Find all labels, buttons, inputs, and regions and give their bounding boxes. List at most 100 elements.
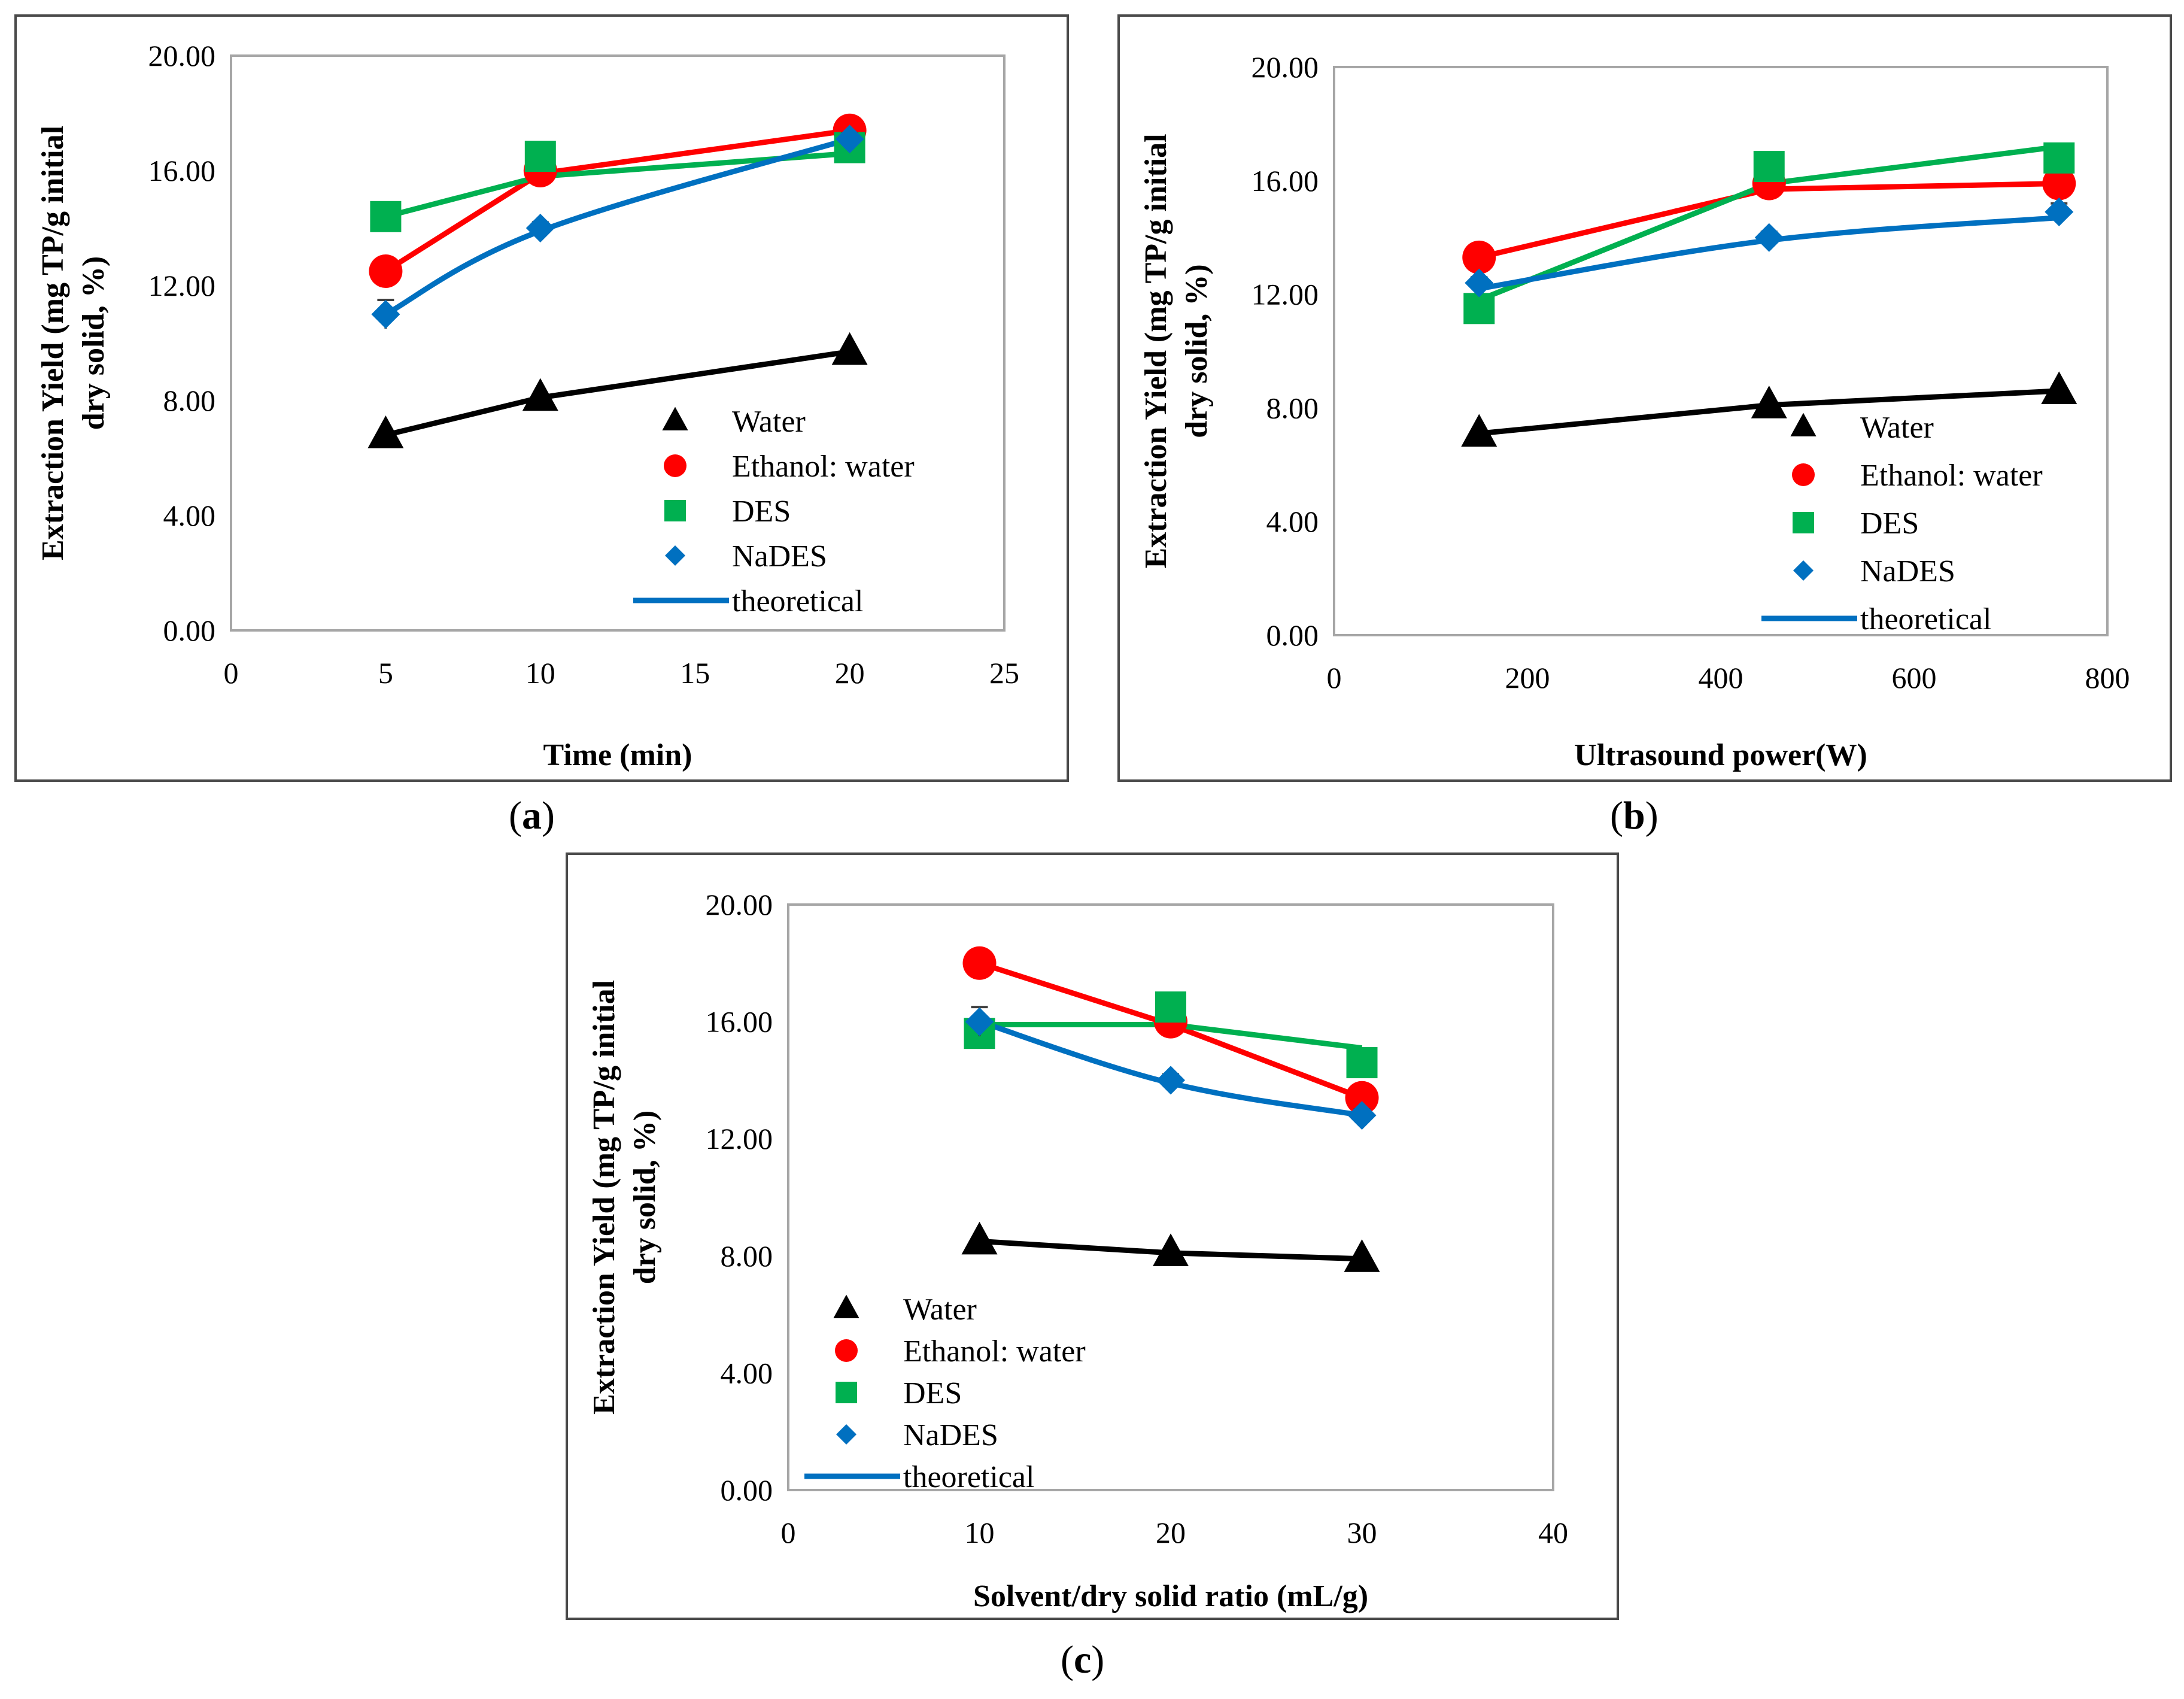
x-tick-label-c: 0 (781, 1516, 796, 1549)
data-point-des-c (1346, 1047, 1378, 1079)
x-tick-label-a: 20 (835, 656, 865, 690)
x-tick-label-a: 25 (989, 656, 1019, 690)
y-tick-label-b: 12.00 (1252, 278, 1319, 311)
legend-label-b: Ethanol: water (1860, 459, 2043, 493)
y-axis-title-line1-a: Extraction Yield (mg TP/g initial (36, 126, 70, 560)
legend-label-a: theoretical (732, 584, 863, 618)
y-axis-title-line2-a: dry solid, %) (77, 256, 111, 430)
legend-marker-nades-c (836, 1424, 856, 1445)
x-tick-label-a: 5 (378, 656, 393, 690)
legend-marker-ethanol-water-c (835, 1339, 858, 1362)
legend-marker-des-a (664, 500, 686, 521)
x-axis-title-b: Ultrasound power(W) (1574, 738, 1867, 772)
data-point-des-b (2043, 142, 2075, 174)
x-tick-label-b: 800 (2085, 661, 2130, 694)
legend-label-c: Water (903, 1293, 977, 1327)
y-axis-title-a: Extraction Yield (mg TP/g initial dry sol… (36, 126, 111, 560)
y-tick-label-a: 4.00 (163, 499, 216, 532)
y-tick-label-a: 8.00 (163, 384, 216, 417)
legend-marker-des-b (1793, 512, 1814, 533)
data-point-ethanol-water-b (2042, 166, 2076, 201)
legend-marker-ethanol-water-b (1792, 463, 1815, 486)
data-point-nades-c (965, 1007, 994, 1036)
y-tick-label-a: 20.00 (148, 39, 216, 72)
y-tick-label-c: 0.00 (721, 1473, 773, 1507)
y-tick-label-c: 4.00 (721, 1356, 773, 1389)
y-tick-label-c: 16.00 (706, 1005, 773, 1039)
y-tick-label-a: 0.00 (163, 614, 216, 647)
x-tick-label-c: 30 (1347, 1516, 1377, 1549)
x-axis-title-a: Time (min) (543, 738, 692, 772)
chart-panel-c: 0.00 4.00 8.00 12.00 16.00 20.00 0 10 20 30 40 Solv… (566, 852, 1619, 1620)
data-point-water-a (522, 378, 558, 411)
data-point-nades-b (2045, 197, 2074, 226)
legend-label-b: NaDES (1860, 554, 1955, 588)
caption-c: (c) (1061, 1638, 1105, 1682)
data-point-nades-a (526, 214, 555, 242)
data-point-water-c (1344, 1239, 1380, 1272)
data-point-des-a (524, 141, 556, 172)
y-tick-label-c: 12.00 (706, 1122, 773, 1155)
x-tick-label-a: 0 (224, 656, 239, 690)
y-tick-label-a: 16.00 (148, 154, 216, 187)
plot-area-b (1333, 66, 2109, 636)
y-tick-label-b: 8.00 (1266, 391, 1319, 424)
legend-label-c: NaDES (903, 1418, 998, 1452)
y-axis-title-c: Extraction Yield (mg TP/g initial dry sol… (587, 980, 662, 1415)
legend-label-b: DES (1860, 506, 1919, 541)
data-point-ethanol-water-b (1462, 240, 1496, 274)
data-point-water-a (367, 415, 404, 448)
x-tick-label-b: 400 (1699, 661, 1743, 694)
chart-panel-b: 0.00 4.00 8.00 12.00 16.00 20.00 0 200 400 600 800… (1117, 14, 2172, 782)
y-axis-title-line1-c: Extraction Yield (mg TP/g initial (587, 980, 621, 1415)
legend-label-c: DES (903, 1376, 962, 1410)
legend-marker-water-c (833, 1294, 859, 1318)
legend-marker-nades-b (1793, 560, 1814, 581)
data-point-water-b (2041, 371, 2077, 404)
data-point-nades-a (371, 300, 400, 329)
series-line-nades-a (384, 136, 850, 317)
caption-b: (b) (1610, 794, 1658, 838)
legend-label-a: NaDES (732, 539, 827, 574)
data-point-des-b (1753, 151, 1785, 183)
y-axis-title-line1-b: Extraction Yield (mg TP/g initial (1139, 134, 1173, 568)
data-point-ethanol-water-a (369, 254, 403, 288)
legend-label-a: Ethanol: water (732, 450, 915, 484)
chart-a-svg: 0.00 4.00 8.00 12.00 16.00 20.00 0 5 10 15 20 25 Tim… (36, 39, 1019, 772)
y-axis-title-line2-c: dry solid, %) (628, 1111, 662, 1284)
y-tick-label-b: 0.00 (1266, 618, 1319, 652)
data-point-des-a (370, 201, 402, 232)
data-point-ethanol-water-c (962, 946, 997, 980)
chart-panel-a: 0.00 4.00 8.00 12.00 16.00 20.00 0 5 10 15 20 25 Tim… (14, 14, 1069, 782)
data-point-des-b (1463, 293, 1495, 324)
legend-marker-water-a (662, 406, 688, 430)
data-point-nades-a (835, 125, 864, 154)
data-point-nades-b (1754, 223, 1784, 252)
x-tick-label-c: 40 (1538, 1516, 1568, 1549)
legend-label-b: Water (1860, 411, 1934, 445)
y-tick-label-b: 16.00 (1252, 164, 1319, 198)
caption-a: (a) (509, 794, 555, 838)
data-point-ethanol-water-c (1345, 1081, 1379, 1115)
data-point-water-c (961, 1221, 998, 1255)
legend-label-b: theoretical (1860, 602, 1991, 636)
x-tick-label-b: 200 (1505, 661, 1550, 694)
plot-area-c (787, 903, 1554, 1491)
y-tick-label-b: 20.00 (1252, 50, 1319, 84)
x-tick-label-b: 600 (1892, 661, 1937, 694)
x-tick-label-a: 15 (680, 656, 710, 690)
x-tick-label-c: 10 (965, 1516, 995, 1549)
y-tick-label-a: 12.00 (148, 269, 216, 302)
data-point-water-c (1153, 1233, 1189, 1266)
legend-label-a: DES (732, 494, 791, 529)
legend-label-c: Ethanol: water (903, 1334, 1086, 1369)
y-tick-label-c: 8.00 (721, 1239, 773, 1273)
data-point-nades-b (1465, 268, 1494, 298)
legend-marker-water-b (1790, 412, 1817, 436)
legend-label-c: theoretical (903, 1460, 1034, 1494)
data-point-water-b (1461, 414, 1497, 447)
data-point-water-a (831, 332, 868, 365)
y-tick-label-b: 4.00 (1266, 505, 1319, 538)
y-tick-label-c: 20.00 (706, 888, 773, 921)
y-axis-title-line2-b: dry solid, %) (1180, 264, 1214, 438)
